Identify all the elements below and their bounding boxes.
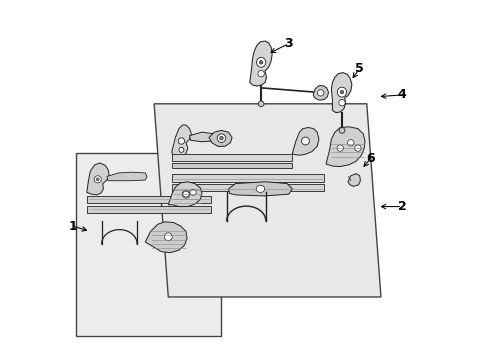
Ellipse shape (354, 145, 360, 151)
Ellipse shape (178, 138, 184, 144)
Text: 5: 5 (355, 62, 364, 75)
Polygon shape (292, 127, 318, 155)
Ellipse shape (347, 140, 353, 146)
Ellipse shape (336, 145, 343, 151)
Polygon shape (154, 104, 380, 297)
Text: 2: 2 (397, 200, 406, 213)
Ellipse shape (183, 192, 189, 197)
Ellipse shape (217, 134, 225, 143)
Polygon shape (313, 86, 328, 100)
Ellipse shape (340, 90, 343, 94)
Polygon shape (249, 41, 272, 86)
Polygon shape (145, 222, 187, 253)
Ellipse shape (96, 178, 99, 181)
Polygon shape (325, 127, 364, 167)
Bar (171, 174, 324, 182)
Polygon shape (331, 73, 351, 113)
Polygon shape (209, 130, 232, 146)
Ellipse shape (337, 87, 346, 97)
Polygon shape (228, 182, 292, 196)
Ellipse shape (317, 90, 323, 96)
Bar (171, 154, 292, 161)
Bar (171, 163, 292, 168)
Text: 4: 4 (397, 89, 406, 102)
Ellipse shape (94, 176, 101, 183)
Ellipse shape (339, 127, 344, 133)
Ellipse shape (256, 185, 264, 192)
Ellipse shape (179, 147, 183, 152)
Polygon shape (171, 125, 191, 158)
Ellipse shape (164, 233, 172, 240)
Polygon shape (107, 172, 147, 181)
Ellipse shape (258, 101, 264, 107)
Text: 1: 1 (68, 220, 77, 233)
Ellipse shape (301, 137, 309, 145)
Bar (86, 196, 210, 203)
Ellipse shape (189, 190, 196, 195)
Ellipse shape (258, 71, 264, 77)
Polygon shape (347, 174, 360, 186)
Polygon shape (86, 163, 109, 195)
Text: 6: 6 (365, 152, 374, 165)
Text: 3: 3 (284, 37, 292, 50)
Polygon shape (168, 182, 202, 207)
Polygon shape (76, 153, 221, 336)
Polygon shape (189, 132, 216, 142)
Ellipse shape (338, 100, 345, 106)
Ellipse shape (219, 136, 223, 140)
Bar (171, 184, 324, 192)
Ellipse shape (259, 60, 263, 64)
Ellipse shape (256, 57, 265, 67)
Bar (86, 206, 210, 213)
Ellipse shape (182, 190, 189, 198)
